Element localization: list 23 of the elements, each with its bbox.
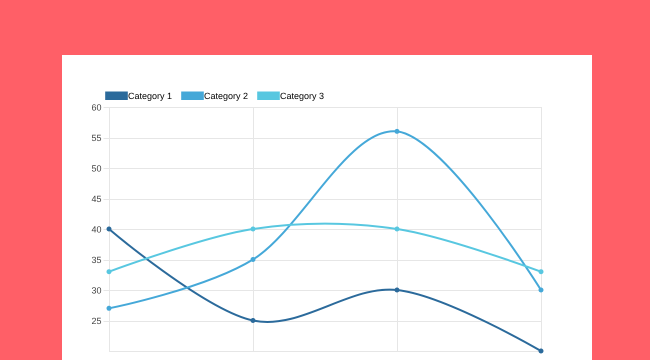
y-tick-label: 25	[91, 316, 102, 326]
point	[394, 288, 400, 292]
legend-label: Category 3	[280, 90, 324, 101]
y-tick-label: 35	[91, 255, 102, 265]
point	[394, 226, 400, 232]
point	[106, 226, 112, 232]
y-tick-label: 55	[91, 133, 102, 143]
point	[538, 288, 544, 292]
y-tick-label: 60	[91, 102, 102, 112]
point	[394, 128, 400, 134]
legend-label: Category 1	[128, 90, 172, 101]
y-tick-label: 40	[91, 224, 102, 234]
point	[538, 269, 544, 274]
legend-label: Category 2	[204, 90, 248, 101]
y-tick-label: 45	[91, 194, 102, 204]
point	[106, 269, 112, 274]
point	[106, 306, 112, 311]
y-tick-label: 30	[91, 286, 102, 296]
point	[250, 226, 256, 232]
y-tick-label: 50	[91, 164, 102, 174]
point	[250, 318, 256, 323]
point	[250, 257, 256, 262]
point	[538, 348, 544, 354]
